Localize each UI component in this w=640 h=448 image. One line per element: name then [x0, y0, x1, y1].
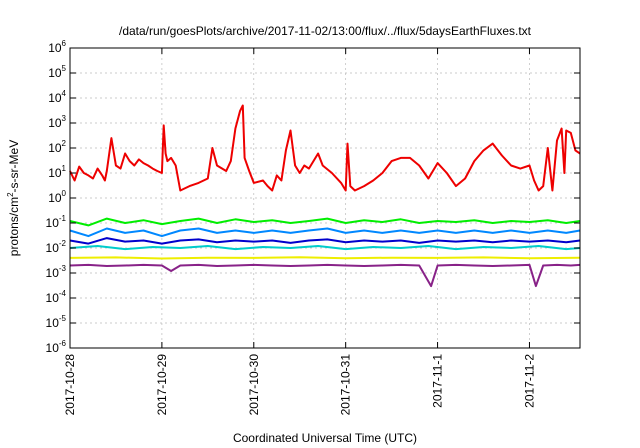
tick-layer: 10-610-510-410-310-210-11001011021031041…	[46, 39, 580, 415]
y-tick-label: 10-6	[46, 339, 67, 355]
y-tick-exponent: 0	[62, 189, 67, 198]
y-tick-label: 10-3	[46, 264, 67, 280]
y-tick-base: 10	[46, 316, 60, 330]
y-tick-base: 10	[48, 66, 62, 80]
x-tick-label: 2017-10-28	[63, 354, 77, 416]
y-tick-exponent: 1	[62, 164, 67, 173]
y-tick-base: 10	[46, 241, 60, 255]
y-tick-base: 10	[48, 41, 62, 55]
x-tick-label: 2017-10-31	[339, 354, 353, 416]
y-tick-label: 104	[48, 89, 66, 105]
y-tick-exponent: -4	[59, 289, 67, 298]
y-tick-exponent: 3	[62, 114, 67, 123]
y-axis-label: protons/cm2-s-sr-MeV	[6, 140, 21, 256]
y-tick-exponent: -3	[59, 264, 67, 273]
y-tick-exponent: -6	[59, 339, 67, 348]
y-tick-base: 10	[48, 166, 62, 180]
x-tick-label: 2017-11-1	[431, 354, 445, 408]
x-tick-label: 2017-10-30	[247, 354, 261, 416]
series-line-2	[69, 217, 581, 227]
series-line-3	[69, 227, 581, 238]
grid-layer	[70, 48, 580, 348]
y-axis-label-exponent: 2	[6, 192, 15, 197]
y-tick-base: 10	[48, 91, 62, 105]
y-tick-exponent: 4	[62, 89, 67, 98]
y-tick-exponent: 6	[62, 39, 67, 48]
y-tick-exponent: -5	[59, 314, 67, 323]
series-line-1	[69, 104, 581, 192]
y-tick-label: 10-4	[46, 289, 67, 305]
y-tick-label: 102	[48, 139, 66, 155]
y-tick-base: 10	[46, 216, 60, 230]
y-tick-label: 10-1	[46, 214, 67, 230]
x-axis-label: Coordinated Universal Time (UTC)	[233, 431, 417, 445]
y-tick-base: 10	[48, 116, 62, 130]
series-line-5	[69, 245, 581, 251]
chart-title: /data/run/goesPlots/archive/2017-11-02/1…	[119, 24, 532, 38]
y-tick-base: 10	[46, 291, 60, 305]
y-tick-label: 100	[48, 189, 66, 205]
y-axis-label-group: protons/cm2-s-sr-MeV	[6, 140, 21, 256]
y-axis-label-rest: -s-sr-MeV	[7, 140, 21, 193]
series-layer	[69, 104, 581, 288]
y-tick-label: 10-5	[46, 314, 67, 330]
y-tick-label: 105	[48, 64, 66, 80]
y-tick-exponent: -1	[59, 214, 67, 223]
y-tick-base: 10	[46, 341, 60, 355]
y-tick-base: 10	[48, 141, 62, 155]
y-tick-label: 103	[48, 114, 66, 130]
y-tick-label: 106	[48, 39, 66, 55]
y-tick-base: 10	[48, 191, 62, 205]
y-tick-exponent: 2	[62, 139, 67, 148]
y-tick-base: 10	[46, 266, 60, 280]
y-tick-exponent: 5	[62, 64, 67, 73]
series-line-4	[69, 237, 581, 245]
x-tick-label: 2017-10-29	[155, 354, 169, 416]
series-line-7	[69, 263, 581, 288]
y-tick-label: 101	[48, 164, 66, 180]
y-axis-label-unit: protons/cm	[7, 197, 21, 256]
x-tick-label: 2017-11-2	[522, 354, 536, 408]
y-tick-exponent: -2	[59, 239, 67, 248]
y-tick-label: 10-2	[46, 239, 67, 255]
series-line-6	[69, 256, 581, 260]
